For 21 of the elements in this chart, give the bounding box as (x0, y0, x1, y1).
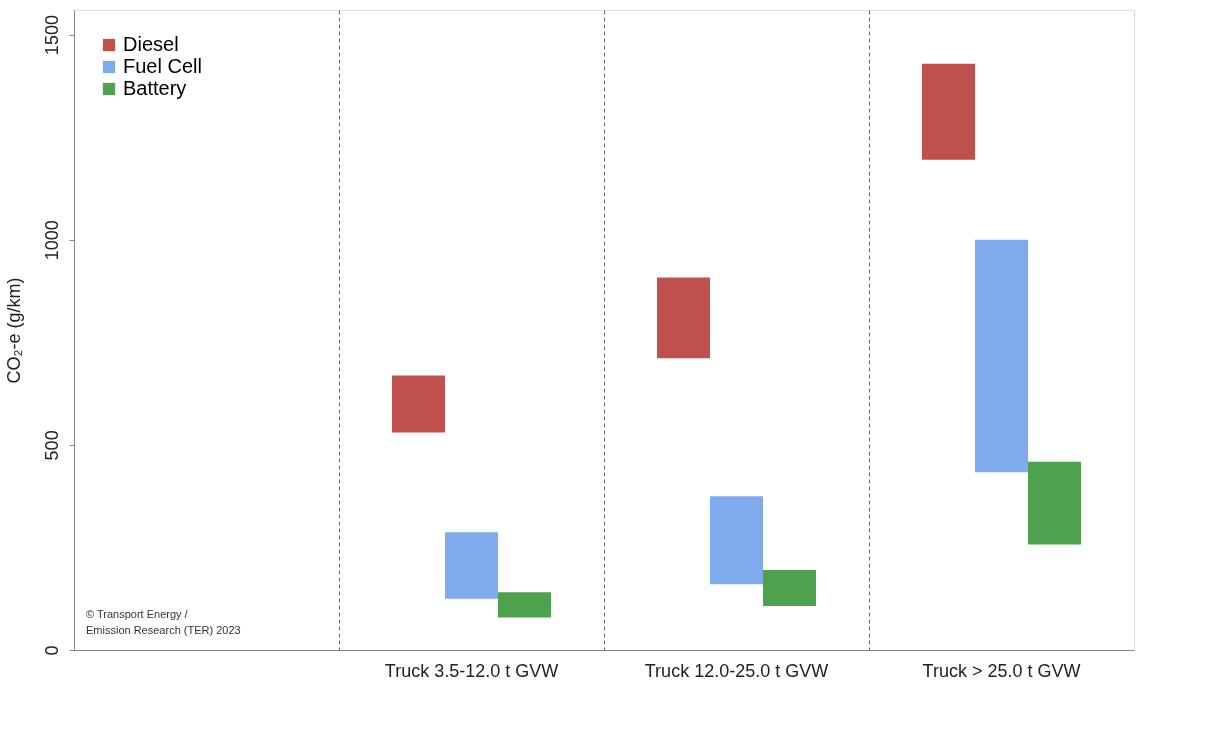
legend-label: Diesel (123, 33, 179, 55)
y-tick-label: 1000 (41, 220, 62, 261)
x-tick-label: Truck 3.5-12.0 t GVW (384, 660, 559, 681)
bar (922, 63, 975, 160)
bar (1028, 461, 1081, 545)
x-tick-label: Truck 12.0-25.0 t GVW (644, 660, 829, 681)
bar (975, 239, 1028, 473)
legend-label: Battery (123, 77, 187, 99)
legend-label: Fuel Cell (123, 55, 202, 77)
y-tick-label: 500 (41, 430, 62, 461)
annotation: © Transport Energy / Emission Research (TER) 2023 (86, 608, 241, 636)
bar (763, 570, 816, 607)
x-tick-label: Truck > 25.0 t GVW (922, 660, 1081, 681)
y-axis-title: CO₂-e (g/km) (3, 277, 24, 384)
y-tick-label: 1500 (41, 15, 62, 56)
bar (445, 532, 498, 599)
bar (710, 496, 763, 585)
bar (498, 592, 551, 618)
bar (392, 375, 445, 433)
y-tick-label: 0 (41, 645, 62, 656)
bar (657, 277, 710, 359)
